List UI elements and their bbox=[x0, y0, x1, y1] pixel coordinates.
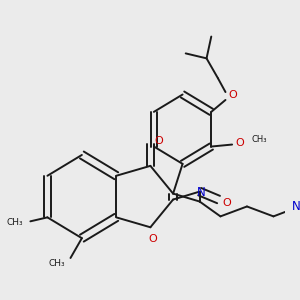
Text: O: O bbox=[154, 136, 163, 146]
Text: O: O bbox=[223, 197, 232, 208]
Text: CH₃: CH₃ bbox=[6, 218, 23, 227]
Text: CH₃: CH₃ bbox=[251, 135, 266, 144]
Text: N: N bbox=[197, 186, 206, 199]
Text: O: O bbox=[235, 138, 244, 148]
Text: O: O bbox=[148, 234, 157, 244]
Text: CH₃: CH₃ bbox=[48, 260, 65, 268]
Text: N: N bbox=[292, 200, 300, 213]
Text: O: O bbox=[228, 90, 237, 100]
